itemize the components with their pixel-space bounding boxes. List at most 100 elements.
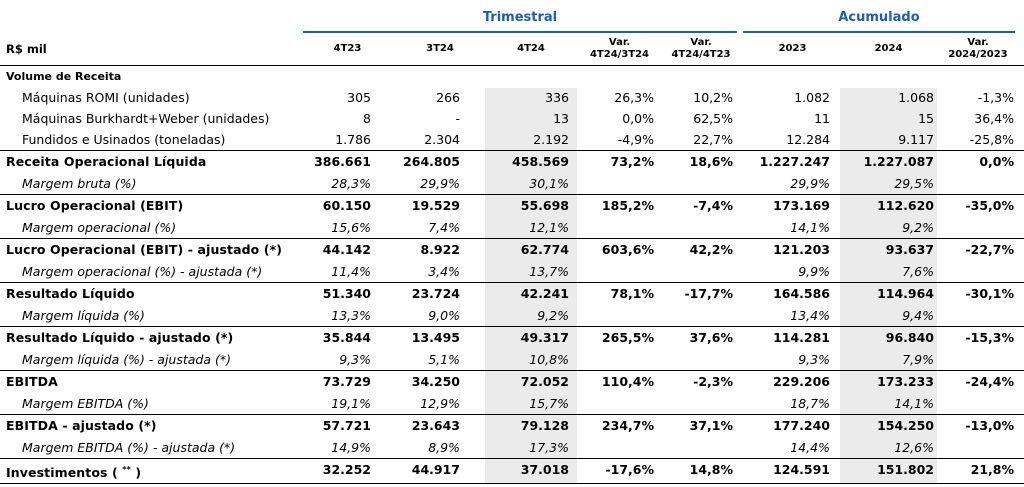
cell-var-4t24-4t23 [623,349,733,370]
header-var-4t24-4t23: Var. 4T24/4T23 [662,32,740,65]
cell-3t24: 9,0% [428,308,460,323]
cell-4t23: 73.729 [322,374,371,389]
cell-4t23: 44.142 [322,242,371,257]
cell-var-2024-2023: -24,4% [965,374,1014,389]
cell-2024: 151.802 [877,462,934,477]
cell-3t24: 23.643 [411,418,460,433]
cell-2024: 173.233 [877,374,934,389]
cell-4t24: 42.241 [520,286,569,301]
cell-2023: 1.227.247 [759,154,830,169]
table-row: Resultado Líquido - ajustado (*) 35.844 13… [0,326,1024,348]
header-var-4t24-3t24-line2: 4T24/3T24 [589,48,650,60]
cell-4t24: 15,7% [529,396,569,411]
cell-4t24: 62.774 [520,242,569,257]
cell-3t24: 8,9% [428,440,460,455]
header-var-4t24-4t23-line1: Var. [690,36,712,48]
table-row: Margem bruta (%) 28,3% 29,9% 30,1% 29,9% 29,5… [0,173,1024,194]
cell-4t23: 11,4% [331,264,371,279]
cell-var-2024-2023 [904,261,1014,282]
cell-var-4t24-3t24: -17,6% [605,462,654,477]
row-label: EBITDA - ajustado (*) [6,418,157,433]
cell-4t23: 13,3% [331,308,371,323]
cell-var-2024-2023: 36,4% [974,111,1014,126]
cell-4t23: 305 [347,90,371,105]
cell-4t24: 12,1% [529,220,569,235]
row-label: Margem operacional (%) - ajustada (*) [22,264,263,279]
cell-var-2024-2023: -1,3% [977,90,1014,105]
cell-var-4t24-4t23 [623,66,733,87]
cell-2024: 96.840 [885,330,934,345]
table-row: Margem EBITDA (%) - ajustada (*) 14,9% 8,9… [0,437,1024,458]
cell-var-4t24-3t24: 265,5% [601,330,654,345]
header-var-2024-2023-line2: 2024/2023 [948,48,1008,60]
cell-4t24: 30,1% [529,176,569,191]
cell-var-4t24-4t23: 37,1% [689,418,733,433]
cell-2023: 121.203 [773,242,830,257]
cell-2023: 14,1% [790,220,830,235]
row-label: Receita Operacional Líquida [6,154,207,169]
cell-3t24: 13.495 [411,330,460,345]
group-header-acumulado: Acumulado [743,4,1015,33]
cell-3t24: 7,4% [428,220,460,235]
table-row: Máquinas Burkhardt+Weber (unidades) 8 - 13 0… [0,108,1024,129]
table-row: Lucro Operacional (EBIT) - ajustado (*) 4… [0,238,1024,260]
cell-3t24: 34.250 [411,374,460,389]
cell-var-4t24-4t23: 42,2% [689,242,733,257]
cell-var-4t24-4t23 [623,173,733,194]
cell-var-4t24-3t24: 78,1% [610,286,654,301]
cell-4t23: 57.721 [322,418,371,433]
cell-2023: 12.284 [786,132,830,147]
cell-4t24: 9,2% [537,308,569,323]
cell-2023: 13,4% [790,308,830,323]
row-label: Lucro Operacional (EBIT) [6,198,184,213]
cell-3t24: 8.922 [420,242,460,257]
cell-var-4t24-3t24: 73,2% [610,154,654,169]
cell-var-2024-2023: 21,8% [970,462,1014,477]
cell-2024: 14,1% [894,396,934,411]
cell-4t23: 35.844 [322,330,371,345]
cell-2024: 9,2% [902,220,934,235]
cell-4t23: 15,6% [331,220,371,235]
row-label: Resultado Líquido [6,286,135,301]
cell-var-4t24-4t23 [623,437,733,458]
cell-2023: 9,3% [798,352,830,367]
cell-2023 [720,66,830,87]
cell-3t24: 19.529 [411,198,460,213]
cell-4t23: 14,9% [331,440,371,455]
cell-var-4t24-3t24: 110,4% [601,374,654,389]
cell-4t23: 1.786 [335,132,371,147]
cell-var-4t24-4t23 [623,305,733,326]
row-label: Margem operacional (%) [22,220,177,235]
cell-2024: 9.117 [898,132,934,147]
cell-var-2024-2023 [904,66,1014,87]
cell-var-2024-2023: 0,0% [979,154,1014,169]
header-3t24: 3T24 [426,42,454,54]
header-2024: 2024 [874,42,903,54]
cell-4t24: 49.317 [520,330,569,345]
header-var-4t24-3t24-line1: Var. [608,36,631,48]
cell-4t24: 458.569 [512,154,569,169]
cell-4t23: 9,3% [339,352,371,367]
cell-3t24 [350,66,460,87]
cell-4t23: 28,3% [331,176,371,191]
row-label: Margem EBITDA (%) [22,396,149,411]
cell-2023: 229.206 [773,374,830,389]
table-row: Margem EBITDA (%) 19,1% 12,9% 15,7% 18,7% 14,… [0,393,1024,414]
cell-2023: 29,9% [790,176,830,191]
cell-2023: 173.169 [773,198,830,213]
cell-2023: 9,9% [798,264,830,279]
cell-3t24: 3,4% [428,264,460,279]
table-row: Volume de Receita [0,66,1024,87]
table-row: EBITDA - ajustado (*) 57.721 23.643 79.128 2… [0,414,1024,436]
cell-2024: 7,9% [902,352,934,367]
cell-3t24: - [455,111,460,126]
cell-4t24: 72.052 [520,374,569,389]
cell-4t23: 8 [363,111,371,126]
cell-var-2024-2023: -22,7% [965,242,1014,257]
cell-var-4t24-4t23: -7,4% [693,198,733,213]
cell-4t23: 386.661 [314,154,371,169]
cell-2024: 15 [918,111,934,126]
cell-var-4t24-3t24: 603,6% [601,242,654,257]
cell-var-4t24-4t23: 18,6% [689,154,733,169]
